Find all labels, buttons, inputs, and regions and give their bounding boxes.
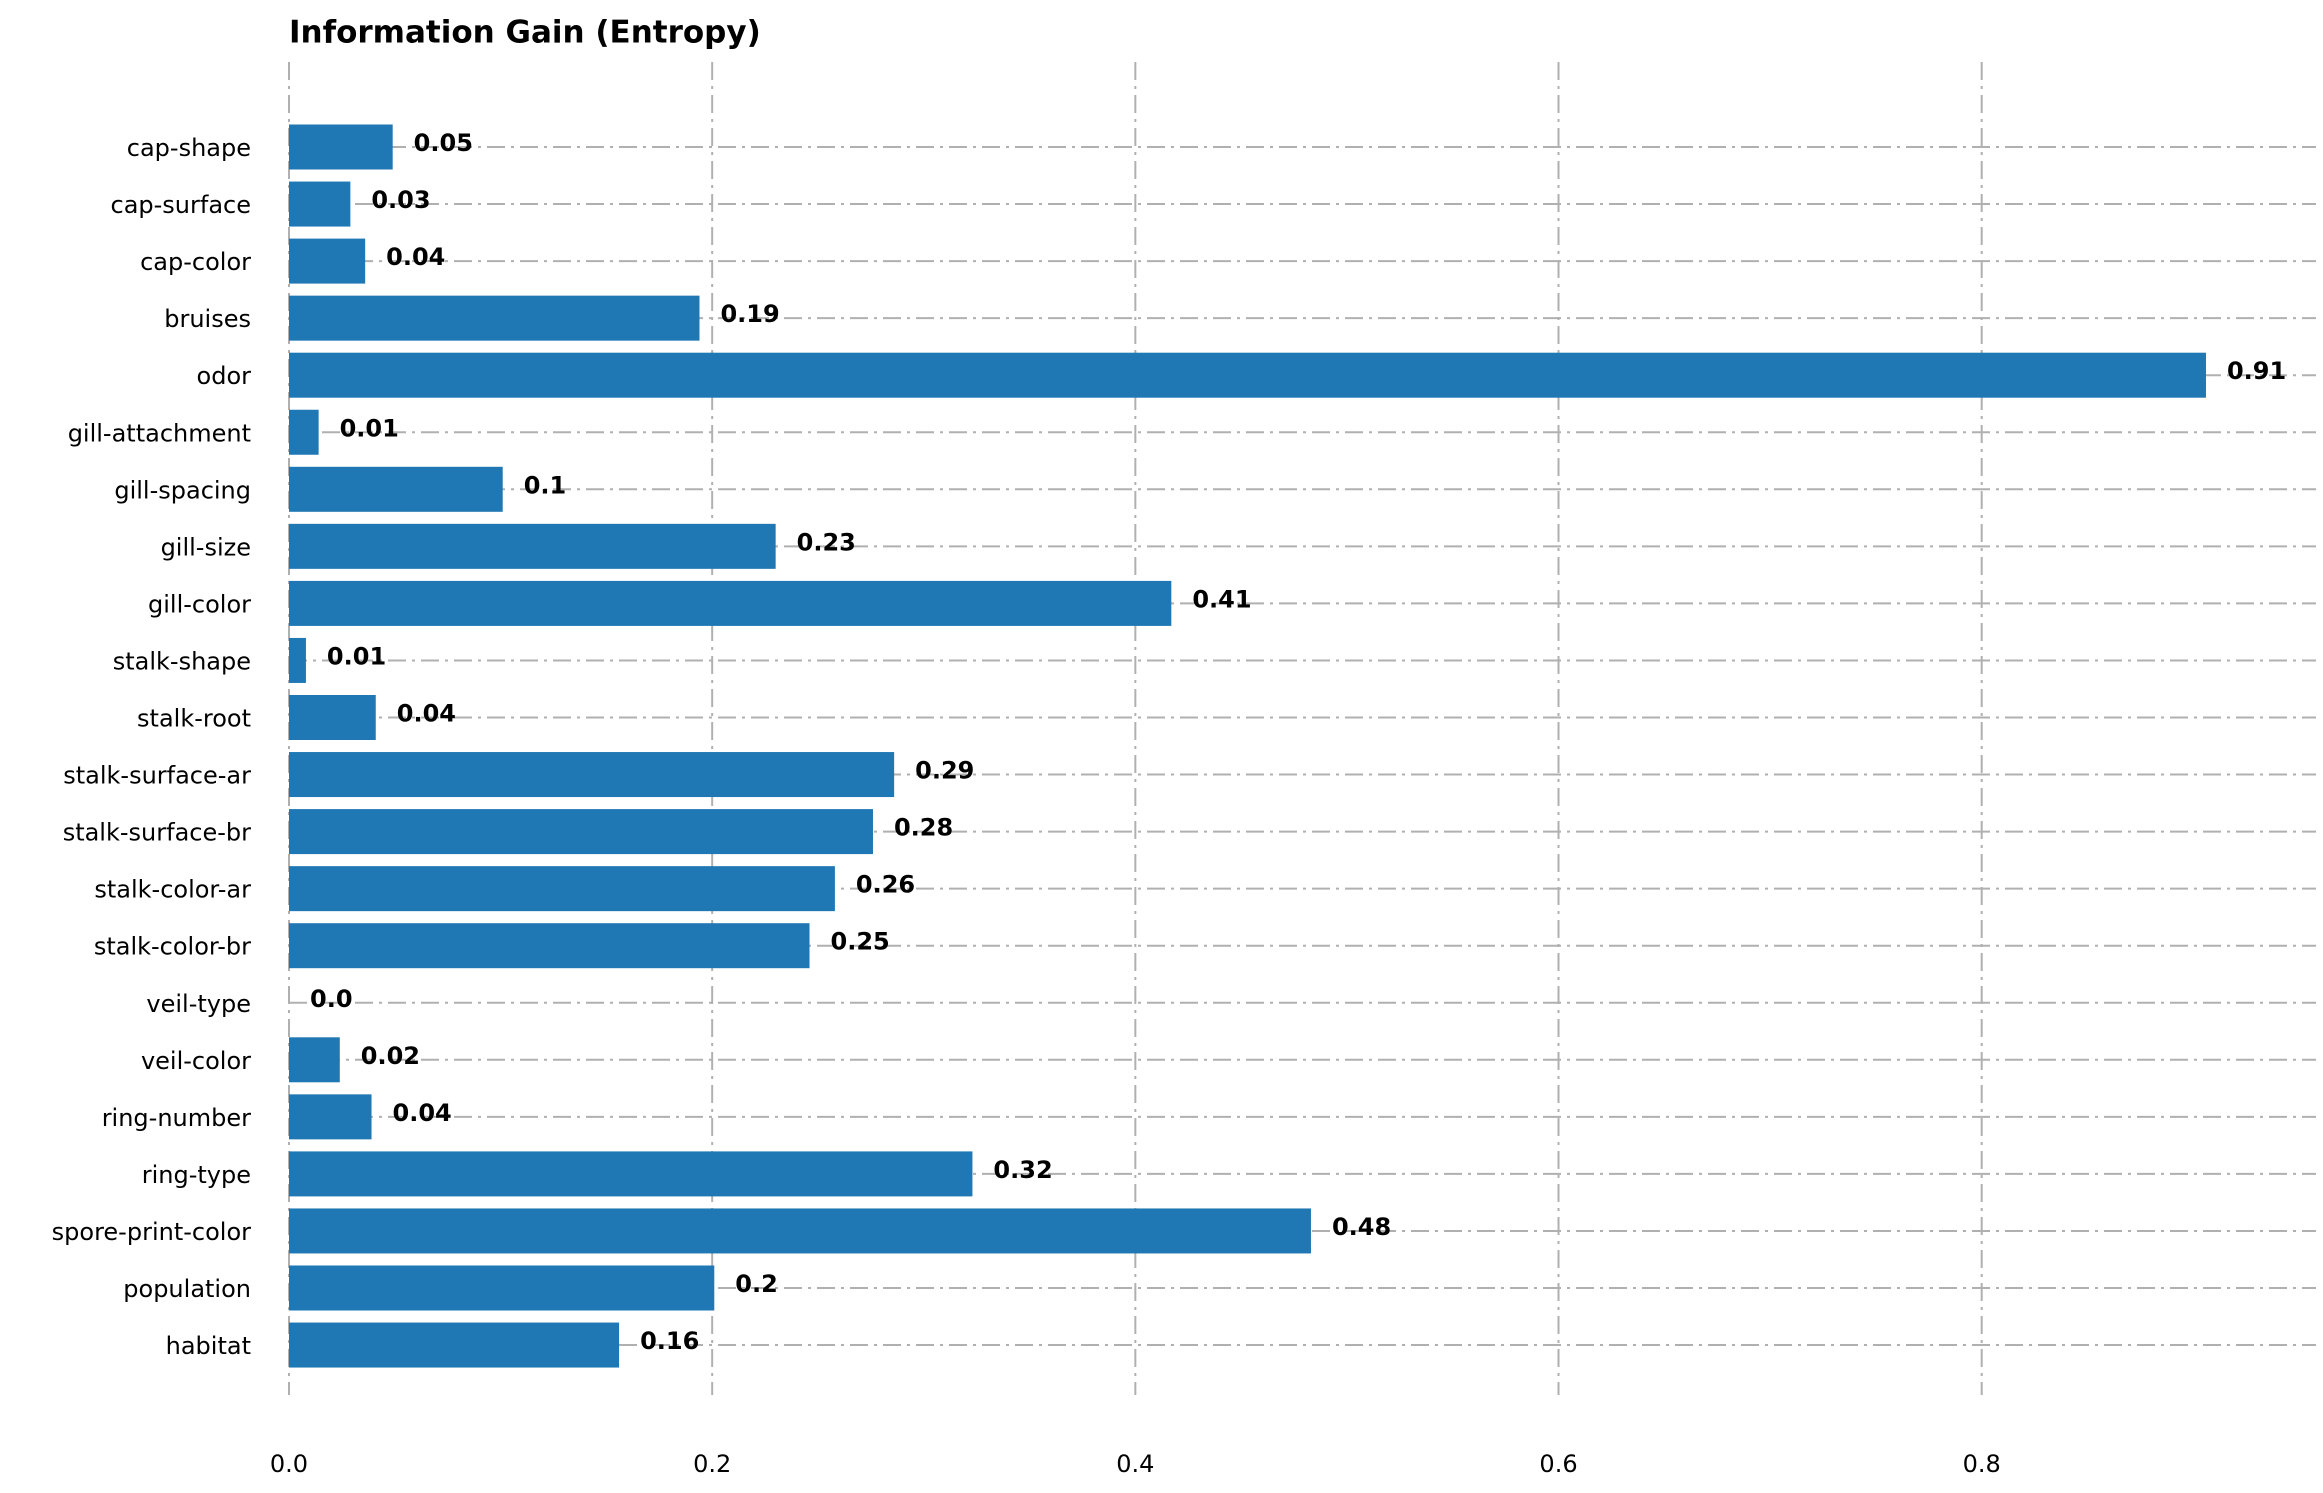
- bar: [289, 580, 1172, 626]
- value-label: 0.28: [894, 814, 953, 842]
- value-label: 0.01: [327, 642, 386, 670]
- bar: [289, 809, 873, 855]
- value-label: 0.02: [361, 1042, 420, 1070]
- y-tick-label: stalk-root: [137, 705, 251, 733]
- value-label: 0.41: [1192, 585, 1251, 613]
- bar: [289, 1037, 340, 1083]
- y-tick-label: ring-number: [102, 1104, 251, 1132]
- value-label: 0.04: [393, 1099, 452, 1127]
- x-tick-label: 0.2: [693, 1450, 731, 1478]
- y-tick-label: ring-type: [142, 1161, 251, 1189]
- bar: [289, 238, 366, 284]
- y-tick-label: stalk-color-br: [94, 933, 251, 961]
- y-tick-label: stalk-surface-br: [63, 819, 251, 847]
- y-tick-label: population: [123, 1275, 251, 1303]
- y-tick-label: gill-attachment: [68, 419, 251, 447]
- bar: [289, 923, 810, 969]
- y-tick-label: veil-color: [141, 1047, 251, 1075]
- y-tick-label: stalk-shape: [113, 647, 251, 675]
- y-tick-label: spore-print-color: [52, 1218, 251, 1246]
- value-label: 0.1: [524, 471, 567, 499]
- bar: [289, 1094, 372, 1140]
- value-label: 0.25: [831, 928, 890, 956]
- bar: [289, 124, 393, 170]
- value-label: 0.16: [640, 1327, 699, 1355]
- x-tick-label: 0.8: [1963, 1450, 2001, 1478]
- x-tick-label: 0.4: [1116, 1450, 1154, 1478]
- value-label: 0.91: [2227, 357, 2286, 385]
- value-label: 0.32: [993, 1156, 1052, 1184]
- y-tick-label: stalk-surface-ar: [63, 762, 251, 790]
- value-label: 0.03: [371, 186, 430, 214]
- bar: [289, 523, 776, 569]
- chart-title: Information Gain (Entropy): [289, 15, 761, 51]
- value-label: 0.2: [735, 1270, 778, 1298]
- value-label: 0.0: [310, 985, 353, 1013]
- value-label: 0.29: [915, 757, 974, 785]
- bar: [289, 466, 503, 512]
- y-tick-label: cap-shape: [127, 134, 251, 162]
- y-tick-label: gill-color: [148, 590, 251, 618]
- y-tick-label: veil-type: [146, 990, 251, 1018]
- y-tick-label: odor: [197, 362, 252, 390]
- value-label: 0.04: [397, 700, 456, 728]
- bar: [289, 295, 700, 341]
- y-tick-label: gill-spacing: [114, 476, 251, 504]
- bar: [289, 1265, 715, 1311]
- y-tick-label: cap-surface: [111, 191, 252, 219]
- x-tick-label: 0.0: [270, 1450, 308, 1478]
- y-tick-label: stalk-color-ar: [94, 876, 251, 904]
- value-label: 0.04: [386, 243, 445, 271]
- value-label: 0.48: [1332, 1213, 1391, 1241]
- bar: [289, 1208, 1311, 1254]
- x-tick-label: 0.6: [1539, 1450, 1577, 1478]
- bar: [289, 409, 319, 455]
- bar: [289, 181, 351, 227]
- y-tick-label: habitat: [166, 1332, 251, 1360]
- bar: [289, 352, 2206, 398]
- bar: [289, 1151, 973, 1197]
- bar: [289, 695, 376, 740]
- bar: [289, 866, 835, 912]
- y-tick-label: gill-size: [161, 533, 251, 561]
- bar: [289, 637, 306, 683]
- value-label: 0.01: [340, 414, 399, 442]
- bar: [289, 1322, 620, 1368]
- value-label: 0.23: [797, 528, 856, 556]
- y-tick-label: cap-color: [140, 248, 251, 276]
- y-tick-label: bruises: [164, 305, 251, 333]
- value-label: 0.19: [720, 300, 779, 328]
- bar: [289, 752, 895, 798]
- value-label: 0.26: [856, 871, 915, 899]
- value-label: 0.05: [414, 129, 473, 157]
